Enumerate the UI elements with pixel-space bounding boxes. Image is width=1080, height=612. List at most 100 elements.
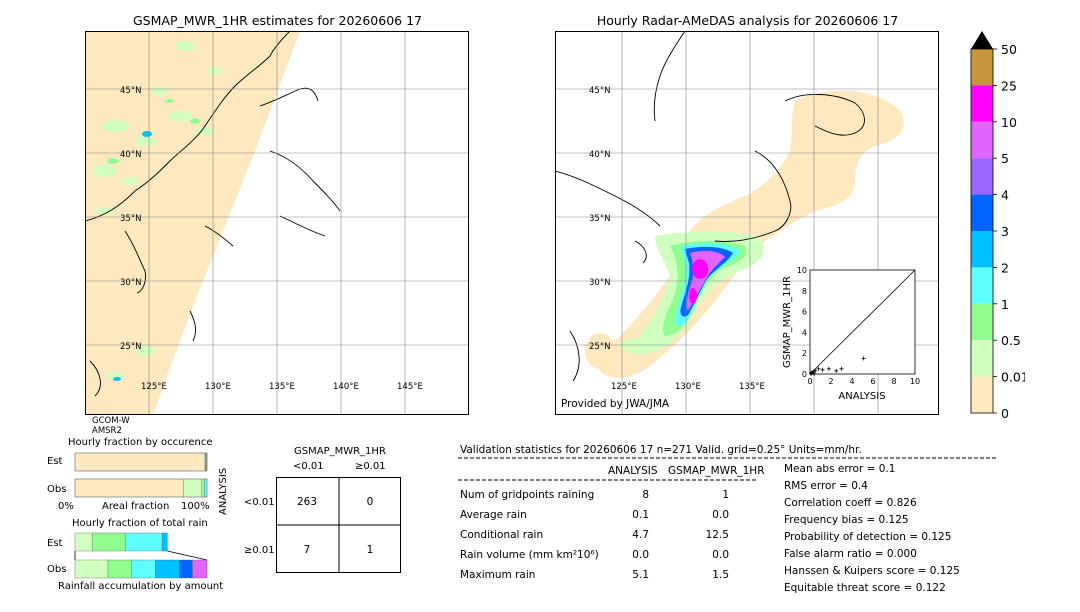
scatter-xtick: 2 (828, 377, 833, 386)
scatter-xtick: 10 (910, 377, 920, 386)
col-analysis-header: ANALYSIS (608, 465, 658, 477)
rain-segment (179, 559, 193, 579)
scatter-ytick: 8 (802, 287, 807, 296)
occ-obs-label: Obs (47, 484, 67, 495)
occurrence-title: Hourly fraction by occurence (68, 437, 213, 448)
rain-segment (161, 532, 168, 552)
stat-analysis: 4.7 (632, 529, 649, 541)
colorbar-label: 1 (1001, 297, 1009, 312)
right-lon-label: 125°E (611, 382, 637, 392)
scatter-point (816, 366, 821, 371)
stat-label: Average rain (460, 509, 527, 521)
rain-segment (155, 559, 180, 579)
occ-x-left: 0% (58, 501, 74, 512)
stat-analysis: 8 (642, 489, 649, 501)
colorbar-swatch (971, 303, 993, 341)
score-line: Probability of detection = 0.125 (784, 531, 952, 543)
colorbar-swatch (971, 121, 993, 159)
rain-segment (74, 559, 109, 579)
occurrence-segment (74, 478, 184, 498)
scatter-plot: 0 2 4 6 8 10 0 2 4 6 8 10 ANALYSIS GSMAP_MWR_1HR (782, 266, 920, 402)
colorbar: 50 25 10 5 4 3 2 1 0.5 0.01 0 (970, 31, 1025, 420)
scatter-xtick: 8 (891, 377, 896, 386)
contingency-grid: 263 0 7 1 (276, 477, 401, 573)
colorbar-swatch (971, 49, 993, 86)
right-lat-label: 45°N (589, 86, 610, 96)
left-map-title: GSMAP_MWR_1HR estimates for 20260606 17 (133, 13, 422, 28)
colorbar-label: 3 (1001, 224, 1009, 239)
occurrence-segment (74, 452, 206, 472)
scatter-point (812, 372, 817, 376)
total-rain-bars (74, 532, 208, 579)
occurrence-bar-outline (74, 452, 208, 472)
left-map-rain-heavy (113, 131, 152, 381)
left-lat-label: 25°N (120, 342, 141, 352)
scatter-xtick: 0 (807, 377, 812, 386)
total-rain-title: Hourly fraction of total rain (72, 518, 208, 529)
scatter-ytick: 6 (802, 308, 807, 317)
colorbar-label: 0.01 (1001, 370, 1025, 385)
left-lat-label: 35°N (120, 214, 141, 224)
right-map-title: Hourly Radar-AMeDAS analysis for 2026060… (596, 13, 899, 28)
stat-gsmap: 1 (722, 489, 729, 501)
scatter-xlabel: ANALYSIS (838, 391, 885, 402)
left-map-coverage-area (85, 31, 300, 415)
contingency-cell: 7 (304, 544, 311, 556)
stat-analysis: 5.1 (632, 569, 649, 581)
sensor-label-1: GCOM-W (92, 416, 130, 426)
scatter-ytick: 2 (802, 349, 807, 358)
rain-segment (192, 559, 208, 579)
right-map-grid (555, 31, 939, 415)
left-lon-label: 135°E (269, 382, 295, 392)
contingency-cell: 1 (367, 544, 374, 556)
scatter-xtick: 4 (849, 377, 854, 386)
right-lat-label: 30°N (589, 278, 610, 288)
occurrence-segment (183, 478, 202, 498)
left-map-rain-moderate (107, 99, 200, 164)
score-line: False alarm ratio = 0.000 (784, 548, 917, 560)
left-lon-label: 125°E (141, 382, 167, 392)
right-lat-label: 35°N (589, 214, 610, 224)
scatter-point (826, 366, 831, 371)
colorbar-swatch (971, 194, 993, 231)
right-lat-label: 40°N (589, 150, 610, 160)
rain-segment (107, 559, 132, 579)
rain-segment (131, 559, 156, 579)
rain-segment (124, 532, 163, 552)
rain-est-label: Est (47, 538, 63, 549)
colorbar-swatch (971, 267, 993, 304)
scatter-point (839, 366, 844, 371)
contingency-title: GSMAP_MWR_1HR (294, 446, 386, 457)
right-lon-label: 135°E (739, 382, 765, 392)
scatter-ytick: 4 (802, 328, 807, 337)
stat-gsmap: 12.5 (705, 529, 729, 541)
scatter-point (834, 368, 839, 373)
colorbar-label: 5 (1001, 151, 1009, 166)
right-lon-label: 130°E (675, 382, 701, 392)
contingency-row-2: ≥0.01 (244, 545, 275, 556)
sensor-label-2: AMSR2 (92, 426, 122, 436)
provider-credit: Provided by JWA/JMA (561, 398, 670, 410)
colorbar-label: 10 (1001, 115, 1017, 130)
left-lon-label: 140°E (333, 382, 359, 392)
stat-gsmap: 1.5 (712, 569, 729, 581)
left-lat-label: 30°N (120, 278, 141, 288)
left-map: 45°N 40°N 35°N 30°N 25°N 125°E 130°E 135… (85, 31, 469, 415)
occ-x-right: 100% (181, 501, 210, 512)
validation-divider (458, 457, 996, 459)
scatter-ylabel: GSMAP_MWR_1HR (782, 276, 793, 368)
colorbar-label: 4 (1001, 188, 1009, 203)
scatter-xtick: 6 (870, 377, 875, 386)
rain-segment (91, 532, 126, 552)
occurrence-bar-outline (74, 478, 208, 498)
score-line: Mean abs error = 0.1 (784, 463, 896, 475)
left-map-grid (85, 31, 469, 415)
left-lat-label: 45°N (120, 86, 141, 96)
col-gsmap-header: GSMAP_MWR_1HR (668, 465, 765, 477)
stat-label: Maximum rain (460, 569, 536, 581)
rain-connector-line (167, 550, 208, 561)
colorbar-swatch (971, 85, 993, 122)
score-line: Equitable threat score = 0.122 (784, 582, 946, 594)
stat-analysis: 0.1 (632, 509, 649, 521)
colorbar-label: 25 (1001, 78, 1017, 93)
